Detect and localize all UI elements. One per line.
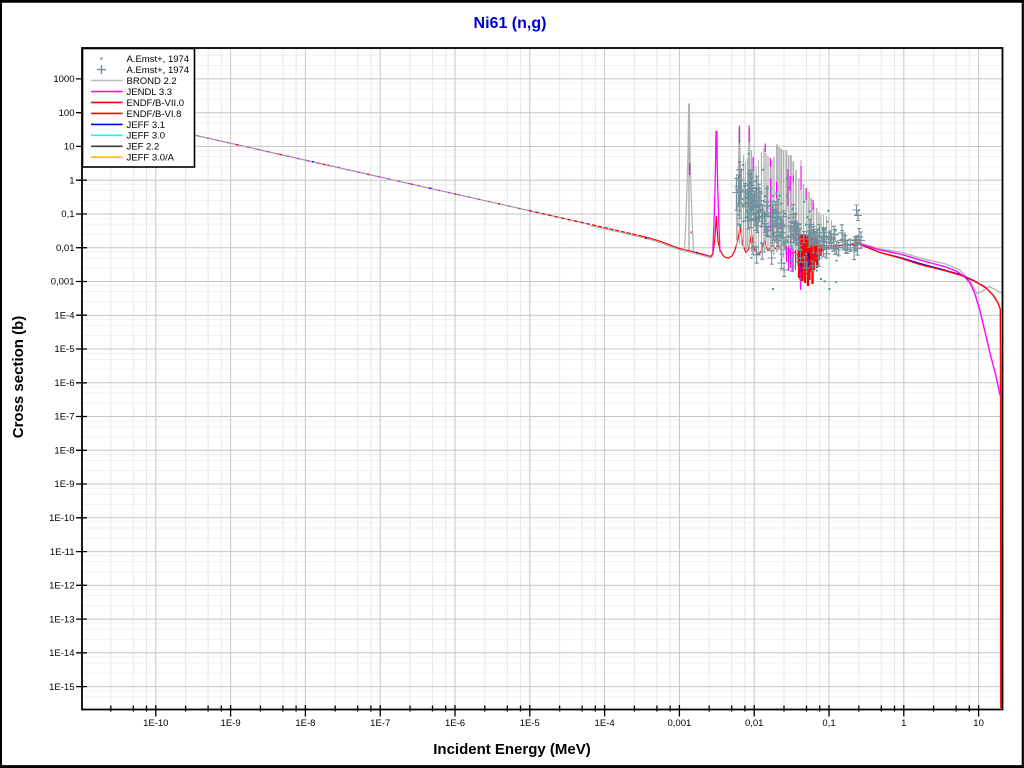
svg-text:BROND 2.2: BROND 2.2 bbox=[127, 76, 177, 87]
svg-text:1E-7: 1E-7 bbox=[54, 412, 74, 423]
svg-text:100: 100 bbox=[59, 108, 75, 119]
svg-text:1E-4: 1E-4 bbox=[595, 718, 615, 729]
svg-text:1E-8: 1E-8 bbox=[54, 446, 74, 457]
svg-text:1E-14: 1E-14 bbox=[49, 648, 74, 659]
svg-text:1E-9: 1E-9 bbox=[221, 718, 241, 729]
svg-text:0,001: 0,001 bbox=[668, 718, 692, 729]
svg-text:Ni61 (n,g): Ni61 (n,g) bbox=[474, 15, 547, 32]
svg-text:10: 10 bbox=[973, 718, 984, 729]
svg-text:A.Emst+, 1974: A.Emst+, 1974 bbox=[127, 65, 190, 76]
svg-text:0,1: 0,1 bbox=[61, 209, 74, 220]
svg-text:1E-12: 1E-12 bbox=[49, 581, 74, 592]
svg-text:1E-13: 1E-13 bbox=[49, 614, 74, 625]
svg-text:1E-8: 1E-8 bbox=[295, 718, 315, 729]
svg-text:0,01: 0,01 bbox=[745, 718, 764, 729]
svg-text:1000: 1000 bbox=[53, 74, 74, 85]
svg-text:Incident Energy (MeV): Incident Energy (MeV) bbox=[433, 741, 591, 758]
svg-text:1: 1 bbox=[901, 718, 906, 729]
svg-text:1E-11: 1E-11 bbox=[50, 547, 75, 558]
svg-text:ENDF/B-VII.0: ENDF/B-VII.0 bbox=[127, 98, 185, 109]
svg-text:JENDL 3.3: JENDL 3.3 bbox=[127, 87, 173, 98]
svg-text:Cross section (b): Cross section (b) bbox=[10, 316, 27, 439]
svg-text:JEF 2.2: JEF 2.2 bbox=[127, 142, 160, 153]
svg-text:JEFF 3.0: JEFF 3.0 bbox=[127, 131, 166, 142]
svg-text:1E-5: 1E-5 bbox=[520, 718, 540, 729]
svg-text:1E-7: 1E-7 bbox=[370, 718, 390, 729]
svg-text:JEFF 3.1: JEFF 3.1 bbox=[127, 120, 166, 131]
svg-text:0,001: 0,001 bbox=[51, 277, 75, 288]
svg-text:ENDF/B-VI.8: ENDF/B-VI.8 bbox=[127, 109, 182, 120]
svg-text:1: 1 bbox=[69, 175, 74, 186]
svg-text:0,1: 0,1 bbox=[822, 718, 835, 729]
svg-text:1E-4: 1E-4 bbox=[54, 310, 74, 321]
svg-text:JEFF 3.0/A: JEFF 3.0/A bbox=[127, 153, 175, 164]
svg-text:1E-5: 1E-5 bbox=[54, 344, 74, 355]
svg-text:1E-6: 1E-6 bbox=[54, 378, 74, 389]
svg-text:1E-9: 1E-9 bbox=[54, 479, 74, 490]
svg-text:10: 10 bbox=[64, 142, 75, 153]
svg-text:0,01: 0,01 bbox=[56, 243, 75, 254]
svg-text:1E-10: 1E-10 bbox=[49, 513, 74, 524]
svg-text:A.Emst+, 1974: A.Emst+, 1974 bbox=[127, 54, 190, 65]
svg-text:1E-6: 1E-6 bbox=[445, 718, 465, 729]
svg-text:1E-15: 1E-15 bbox=[49, 682, 74, 693]
svg-text:1E-10: 1E-10 bbox=[143, 718, 168, 729]
